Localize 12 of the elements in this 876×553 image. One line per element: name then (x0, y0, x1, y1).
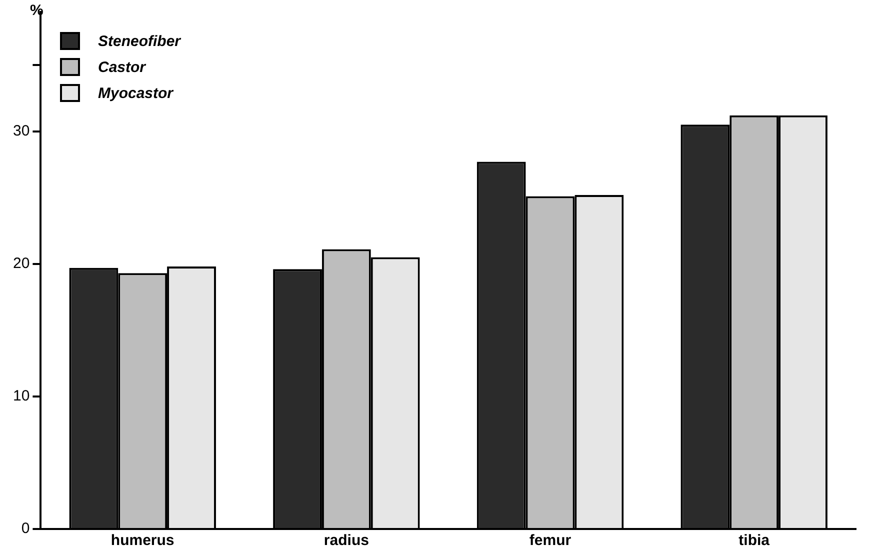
y-axis-title: % (30, 2, 44, 19)
y-tick-label: 10 (12, 388, 30, 405)
legend-label: Myocastor (98, 84, 174, 102)
x-tick-label: radius (324, 532, 369, 550)
legend-label: Castor (98, 58, 146, 76)
y-tick-label: 20 (12, 255, 30, 272)
x-tick-label: femur (529, 532, 572, 550)
y-tick-label: 30 (12, 122, 30, 140)
x-tick-label: tibia (738, 532, 770, 550)
x-tick-label: humerus (110, 532, 174, 550)
legend-label: Steneofiber (98, 32, 181, 50)
y-tick-label: 0 (21, 520, 30, 538)
